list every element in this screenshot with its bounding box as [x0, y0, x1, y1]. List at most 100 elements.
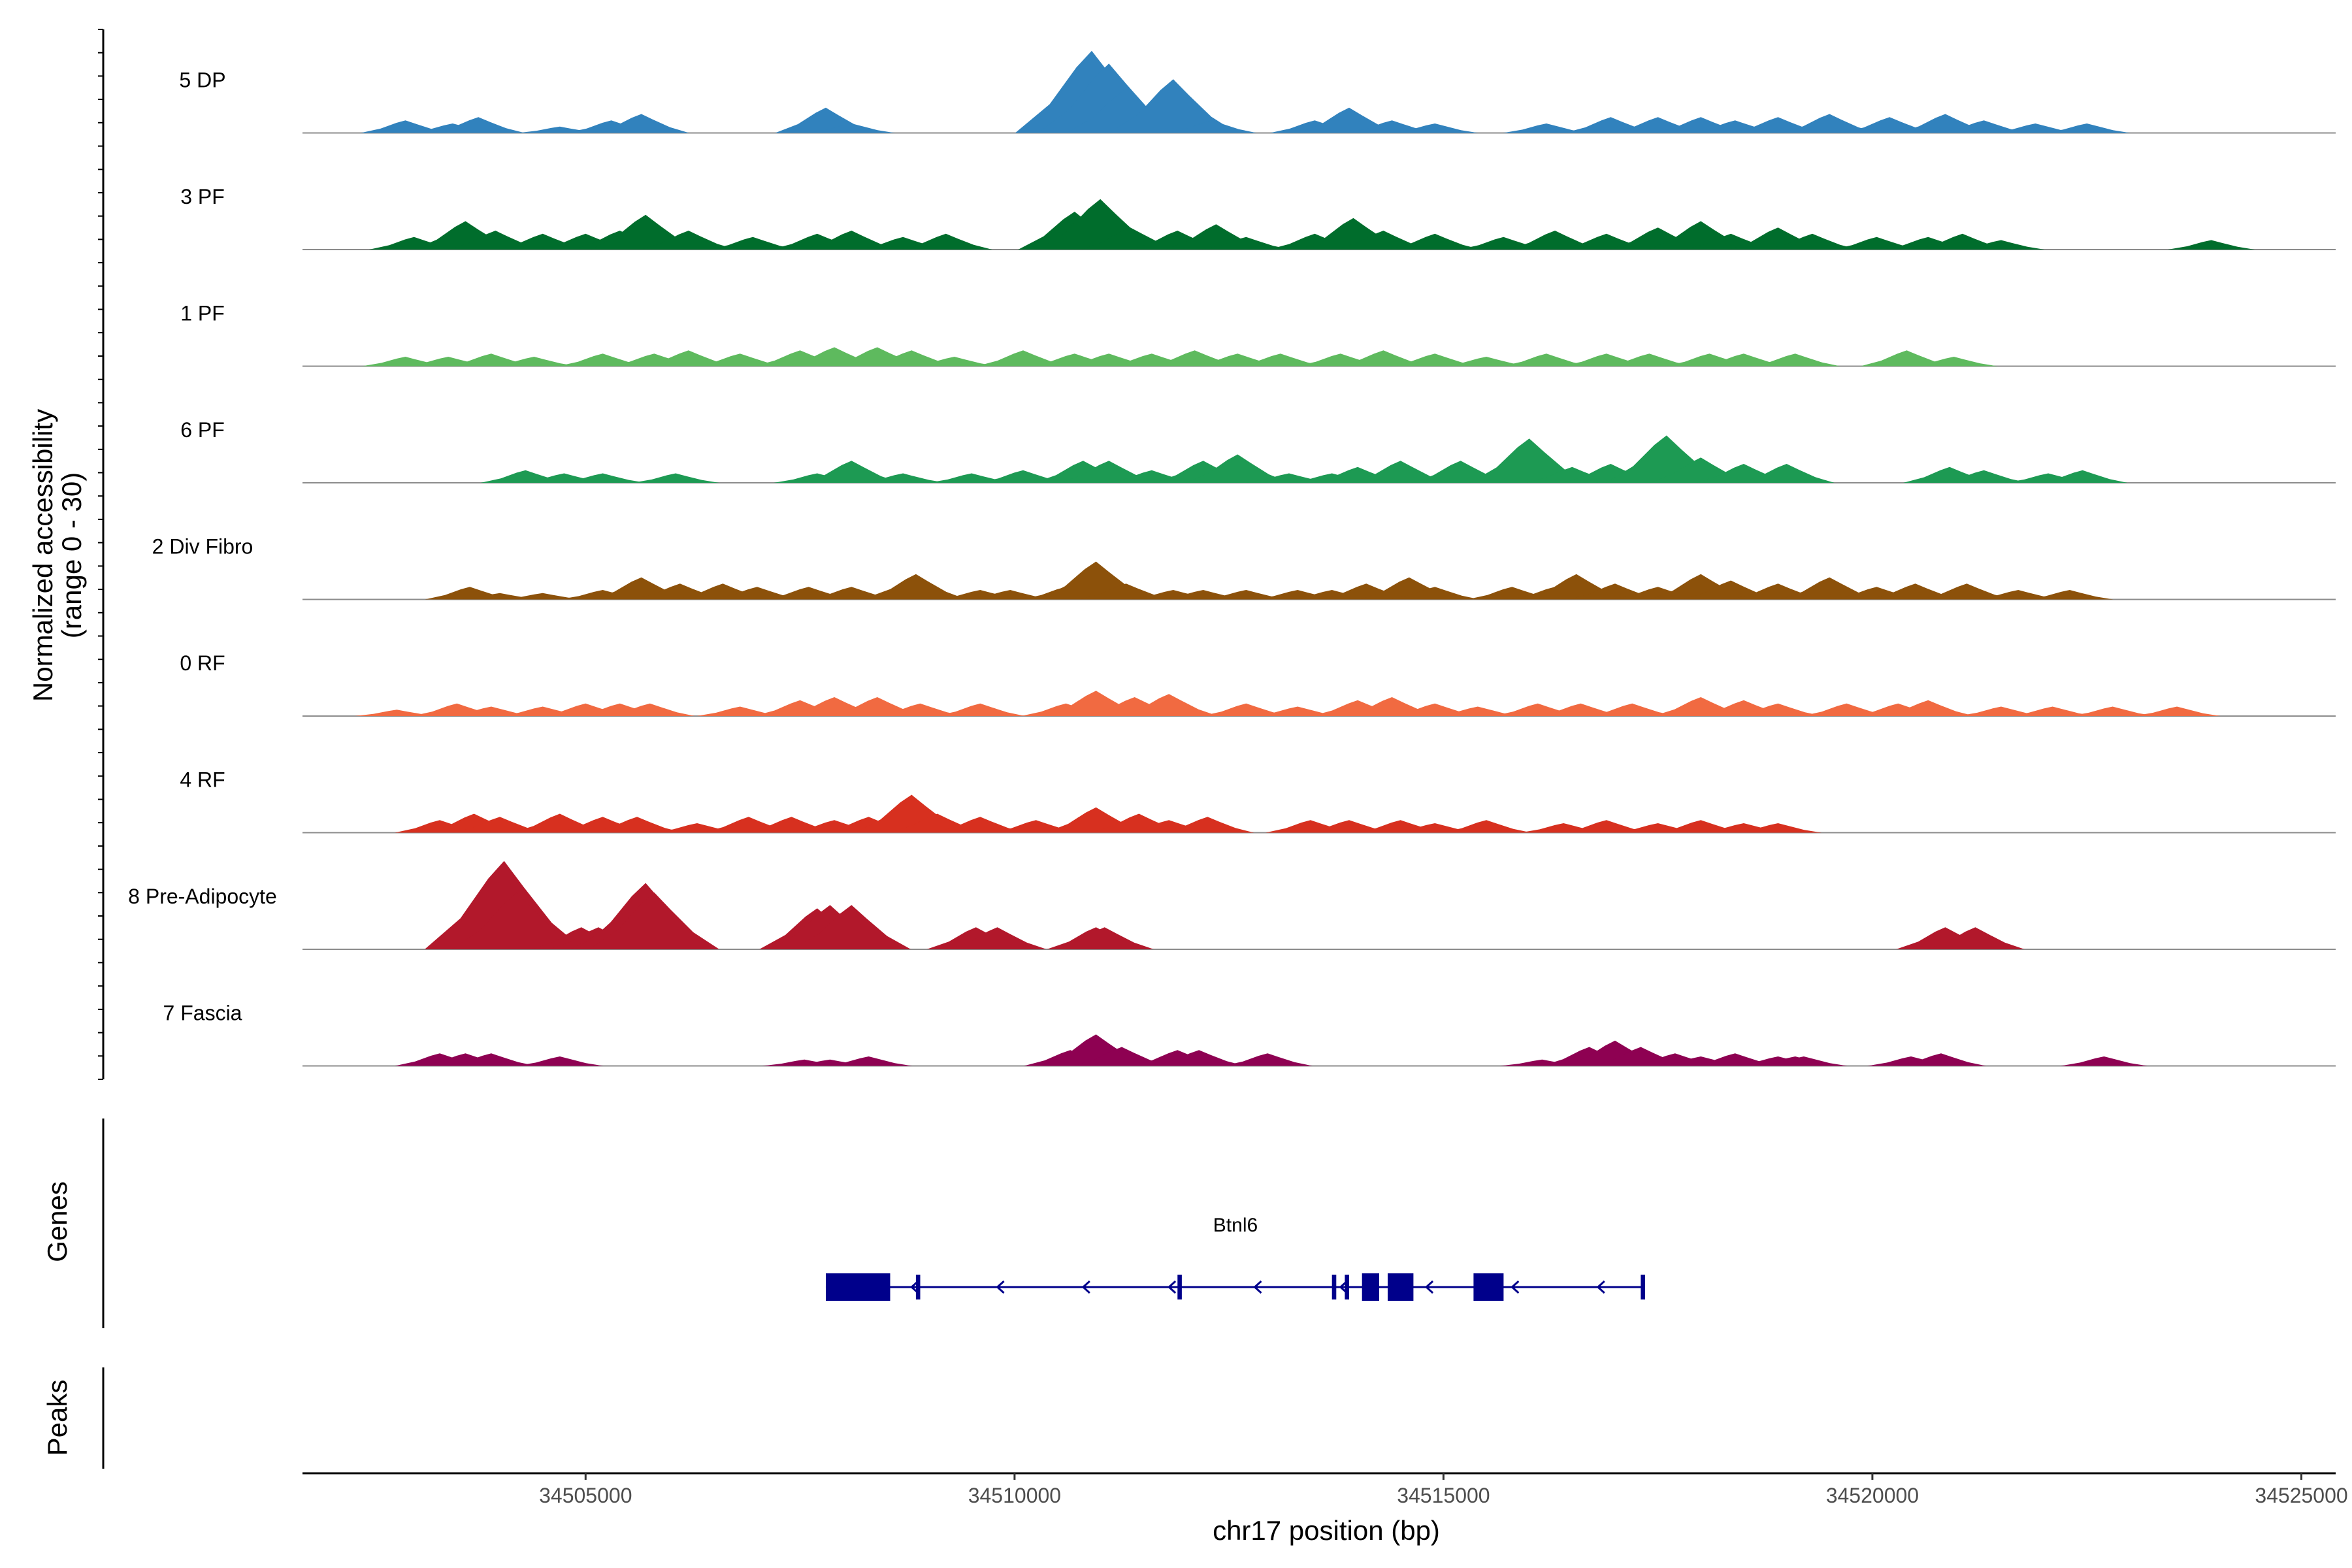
gene-exon	[1388, 1273, 1414, 1301]
coverage-peak	[696, 706, 784, 716]
coverage-peak	[1119, 694, 1218, 716]
track-label: 7 Fascia	[163, 1002, 242, 1025]
strand-arrow	[1253, 1280, 1262, 1294]
coverage-peak	[355, 710, 439, 716]
coverage-peak	[977, 350, 1070, 367]
track-label: 1 PF	[180, 302, 225, 325]
coverage-peak	[1734, 823, 1822, 833]
coverage-peak	[2043, 123, 2131, 133]
coverage-peak	[632, 473, 719, 483]
coverage-peak	[500, 593, 585, 600]
coverage-peak	[1587, 703, 1678, 716]
coverage-peak	[1957, 706, 2045, 716]
coverage-peak	[708, 237, 798, 250]
coverage-peak	[934, 817, 1027, 833]
coverage-peak	[2026, 590, 2114, 600]
coverage-peak	[1561, 820, 1652, 833]
x-axis-title: chr17 position (bp)	[1213, 1515, 1440, 1546]
coverage-peak	[808, 123, 895, 133]
coverage-peak	[792, 905, 911, 949]
gene-exon	[915, 1275, 921, 1299]
coverage-peak	[1938, 470, 2029, 483]
track-1-pf: 1 PF	[180, 302, 2336, 367]
coverage-peak	[2009, 706, 2097, 716]
coverage-peak	[1152, 1050, 1246, 1066]
gene-exon	[1362, 1273, 1379, 1301]
coverage-peak	[1161, 817, 1254, 833]
gene-exon	[1641, 1275, 1645, 1299]
coverage-tracks: 5 DP 3 PF 1 PF 6 PF 2 Div Fibro 0 RF 4 RF 8 Pre…	[128, 50, 2336, 1067]
coverage-peak	[911, 357, 998, 367]
coverage-peak	[1254, 706, 1341, 716]
coverage-peak	[899, 233, 992, 250]
track-label: 6 PF	[180, 418, 225, 442]
coverage-peak	[865, 574, 967, 600]
coverage-peak	[1434, 706, 1522, 716]
coverage-peak	[1733, 703, 1823, 716]
peaks-track-label: Peaks	[42, 1380, 73, 1456]
gene-exon	[826, 1273, 890, 1301]
gene-btnl6: Btnl6	[825, 1215, 1645, 1301]
strand-arrow	[1596, 1280, 1605, 1294]
coverage-peak	[1185, 454, 1290, 483]
coverage-peak	[1337, 350, 1430, 367]
coverage-peak	[1202, 590, 1290, 600]
coverage-peak	[1991, 123, 2079, 133]
track-label: 5 DP	[179, 69, 225, 92]
track-8-pre-adipocyte: 8 Pre-Adipocyte	[128, 860, 2336, 950]
coverage-peak	[1604, 353, 1695, 367]
coverage-peak	[589, 892, 719, 949]
coverage-peak	[559, 473, 647, 483]
coverage-peak	[1351, 461, 1450, 483]
coverage-peak	[1235, 353, 1326, 367]
coverage-peak	[1501, 353, 1592, 367]
coverage-peak	[1443, 357, 1530, 367]
coverage-peak	[825, 1056, 913, 1066]
x-tick-label: 34510000	[968, 1484, 1061, 1507]
coverage-peak	[640, 231, 737, 250]
strand-arrow	[1167, 1280, 1177, 1294]
coverage-peak	[1390, 353, 1480, 367]
coverage-peak	[432, 117, 525, 133]
gene-exon	[1473, 1273, 1504, 1301]
coverage-peak	[1055, 927, 1154, 949]
gene-label: Btnl6	[1213, 1215, 1258, 1236]
track-7-fascia: 7 Fascia	[163, 1002, 2336, 1067]
track-label: 2 Div Fibro	[152, 535, 253, 559]
coverage-peak	[1222, 1053, 1313, 1066]
coverage-peak	[591, 817, 684, 833]
track-2-div-fibro: 2 Div Fibro	[152, 535, 2336, 600]
coverage-peak	[1782, 114, 1878, 133]
coverage-peak	[1750, 353, 1840, 367]
gene-exon	[1177, 1275, 1182, 1299]
track-label: 3 PF	[180, 185, 225, 208]
coverage-peak	[1073, 1047, 1170, 1066]
coverage-peak	[948, 927, 1047, 949]
coverage-peak	[453, 817, 546, 833]
coverage-peak	[1882, 700, 1975, 716]
coverage-peak	[1441, 820, 1531, 833]
coverage-peak	[859, 473, 947, 483]
coverage-peak	[490, 357, 578, 367]
coverage-peak	[605, 703, 695, 716]
coverage-peak	[875, 703, 966, 716]
coverage-peak	[1896, 1053, 1986, 1066]
y-axis-title: Normalized accessibility	[27, 409, 58, 702]
track-3-pf: 3 PF	[180, 185, 2336, 250]
coverage-peak	[1860, 350, 1953, 367]
genes-track-label: Genes	[42, 1181, 73, 1262]
coverage-peak	[1201, 703, 1292, 716]
track-label: 0 RF	[180, 651, 225, 675]
strand-arrow	[1511, 1280, 1520, 1294]
coverage-peak	[1388, 233, 1482, 250]
x-tick-label: 34525000	[2255, 1484, 2347, 1507]
gene-exon	[1331, 1275, 1337, 1299]
coverage-peak	[1957, 240, 2045, 250]
coverage-peak	[448, 706, 535, 716]
coverage-peak	[1926, 927, 2025, 949]
track-label: 4 RF	[180, 768, 225, 792]
coverage-peak	[1503, 123, 1590, 133]
coverage-peak	[1390, 587, 1480, 600]
x-tick-label: 34515000	[1397, 1484, 1490, 1507]
